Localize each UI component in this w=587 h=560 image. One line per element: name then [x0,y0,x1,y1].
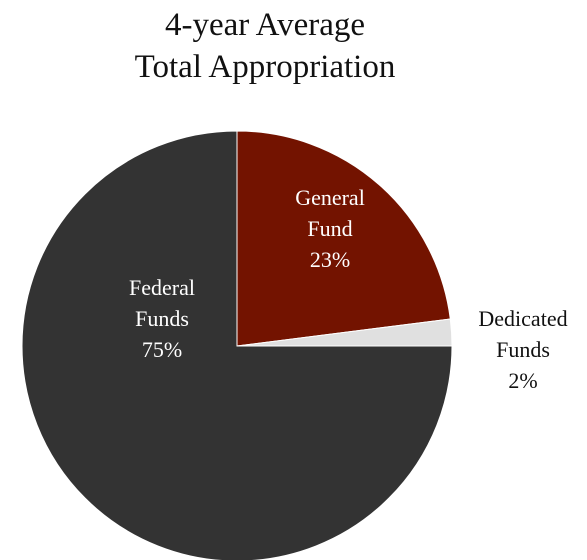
slice-name-line: Funds [135,306,189,331]
slice-label-federal-funds: Federal Funds 75% [129,275,195,362]
slice-label-dedicated-funds: Dedicated Funds 2% [478,306,567,393]
chart-title: 4-year Average Total Appropriation [0,4,530,88]
chart-title-line-2: Total Appropriation [134,49,396,85]
chart-title-line-1: 4-year Average [164,7,365,43]
slice-name-line: Funds [496,337,550,362]
slice-label-general-fund: General Fund 23% [295,185,365,272]
slice-percent-label: 2% [508,368,537,393]
slice-name-line: General [295,185,365,210]
slice-name-line: Dedicated [478,306,567,331]
pie-slice-general-fund [236,130,451,347]
slice-name-line: Fund [307,216,352,241]
slice-percent-label: 23% [310,247,350,272]
slice-percent-label: 75% [142,337,182,362]
pie-slice-federal-funds [21,130,453,560]
slice-name-line: Federal [129,275,195,300]
